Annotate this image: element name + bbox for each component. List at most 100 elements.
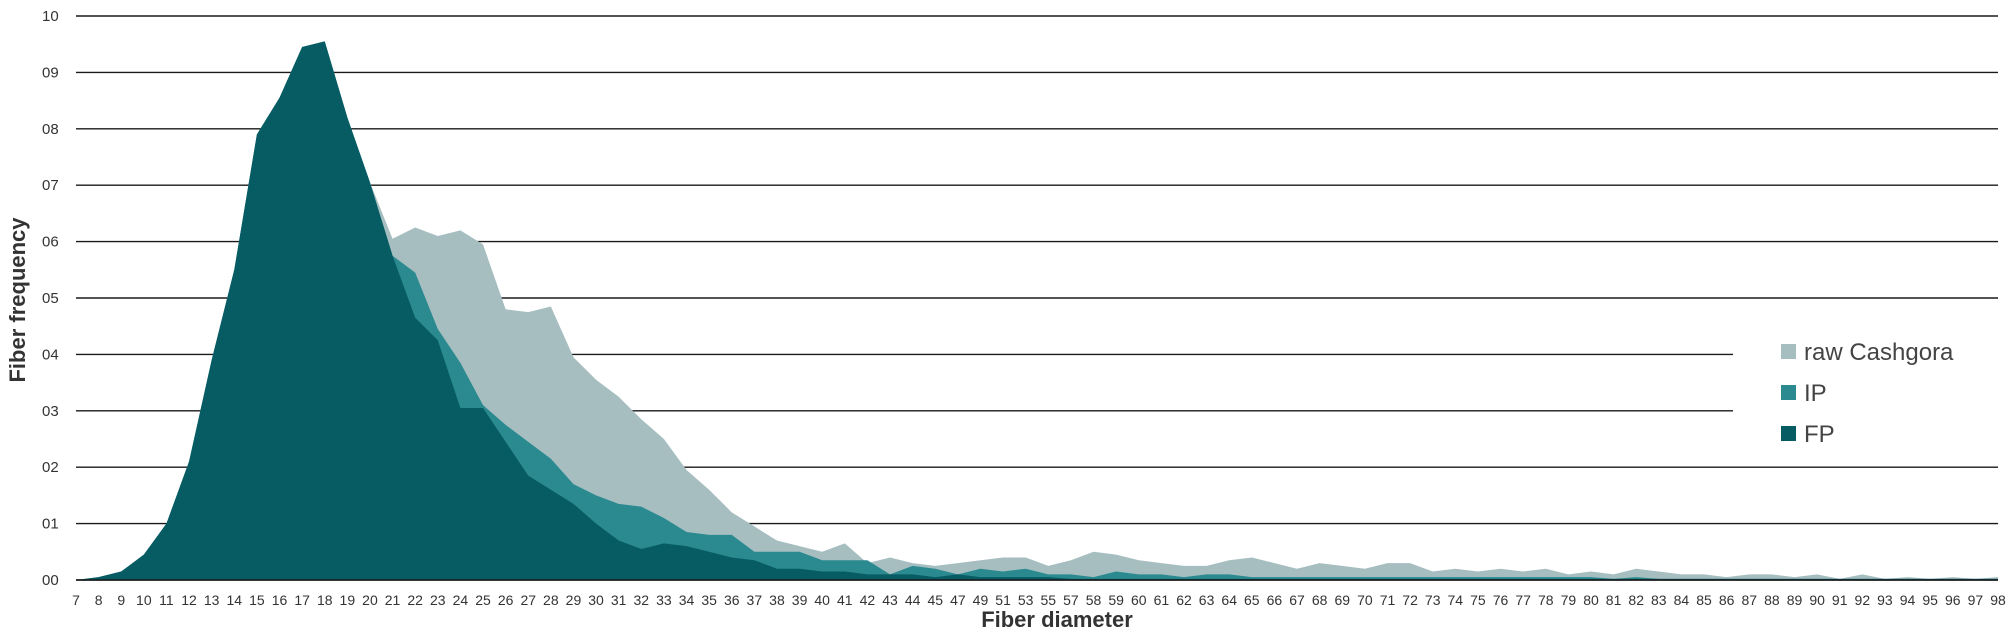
x-tick-label: 82: [1628, 592, 1644, 608]
x-tick-label: 89: [1787, 592, 1803, 608]
x-tick-label: 41: [837, 592, 853, 608]
x-tick-label: 13: [204, 592, 220, 608]
x-tick-label: 69: [1334, 592, 1350, 608]
x-tick-label: 43: [882, 592, 898, 608]
legend-swatch: [1781, 426, 1796, 441]
x-tick-label: 8: [95, 592, 103, 608]
x-tick-label: 80: [1583, 592, 1599, 608]
x-tick-label: 64: [1221, 592, 1237, 608]
y-tick-label: 04: [42, 346, 59, 363]
x-tick-label: 77: [1515, 592, 1531, 608]
x-tick-label: 63: [1199, 592, 1215, 608]
x-tick-label: 61: [1154, 592, 1170, 608]
x-tick-label: 18: [317, 592, 333, 608]
x-axis-ticks: 7 8 9 10 11 12 13 14 15 16 17 18 19 20 21 22 23 24 25 26 27 2…: [72, 592, 2006, 608]
x-tick-label: 60: [1131, 592, 1147, 608]
x-tick-label: 42: [860, 592, 876, 608]
y-tick-label: 09: [42, 64, 59, 81]
area-series: [76, 41, 1998, 581]
x-tick-label: 23: [430, 592, 446, 608]
x-tick-label: 20: [362, 592, 378, 608]
x-tick-label: 16: [272, 592, 288, 608]
x-tick-label: 71: [1380, 592, 1396, 608]
x-tick-label: 38: [769, 592, 785, 608]
x-tick-label: 17: [294, 592, 310, 608]
x-tick-label: 83: [1651, 592, 1667, 608]
x-tick-label: 7: [72, 592, 80, 608]
legend-swatch: [1781, 344, 1796, 359]
x-tick-label: 24: [453, 592, 469, 608]
x-tick-label: 92: [1855, 592, 1871, 608]
x-tick-label: 96: [1945, 592, 1961, 608]
x-tick-label: 81: [1606, 592, 1622, 608]
x-tick-label: 14: [226, 592, 242, 608]
x-tick-label: 29: [566, 592, 582, 608]
y-tick-label: 07: [42, 177, 59, 194]
x-tick-label: 36: [724, 592, 740, 608]
x-tick-label: 21: [385, 592, 401, 608]
x-tick-label: 45: [927, 592, 943, 608]
x-tick-label: 97: [1968, 592, 1984, 608]
y-tick-label: 06: [42, 234, 59, 251]
x-tick-label: 31: [611, 592, 627, 608]
x-tick-label: 55: [1041, 592, 1057, 608]
y-tick-label: 00: [42, 572, 59, 589]
x-tick-label: 22: [407, 592, 423, 608]
x-tick-label: 66: [1267, 592, 1283, 608]
x-tick-label: 98: [1990, 592, 2006, 608]
legend-label: raw Cashgora: [1804, 339, 1954, 366]
x-tick-label: 25: [475, 592, 491, 608]
x-tick-label: 15: [249, 592, 265, 608]
x-tick-label: 37: [747, 592, 763, 608]
x-tick-label: 10: [136, 592, 152, 608]
x-tick-label: 57: [1063, 592, 1079, 608]
x-tick-label: 9: [117, 592, 125, 608]
x-tick-label: 86: [1719, 592, 1735, 608]
y-tick-label: 05: [42, 290, 59, 307]
x-tick-label: 95: [1922, 592, 1938, 608]
x-tick-label: 49: [973, 592, 989, 608]
y-tick-label: 08: [42, 121, 59, 138]
y-tick-label: 01: [42, 516, 59, 533]
x-tick-label: 27: [520, 592, 536, 608]
y-axis-ticks: 00 01 02 03 04 05 06 07 08 09 10: [42, 8, 59, 589]
x-tick-label: 84: [1674, 592, 1690, 608]
x-tick-label: 34: [679, 592, 695, 608]
x-tick-label: 90: [1809, 592, 1825, 608]
x-tick-label: 58: [1086, 592, 1102, 608]
x-tick-label: 72: [1402, 592, 1418, 608]
x-tick-label: 73: [1425, 592, 1441, 608]
x-tick-label: 93: [1877, 592, 1893, 608]
x-tick-label: 85: [1696, 592, 1712, 608]
legend-label: FP: [1804, 421, 1835, 448]
legend: raw Cashgora IP FP: [1781, 339, 1954, 448]
x-tick-label: 53: [1018, 592, 1034, 608]
x-tick-label: 39: [792, 592, 808, 608]
y-tick-label: 10: [42, 8, 59, 25]
x-tick-label: 33: [656, 592, 672, 608]
x-tick-label: 91: [1832, 592, 1848, 608]
area-fp: [76, 41, 1998, 580]
x-tick-label: 12: [181, 592, 197, 608]
x-tick-label: 47: [950, 592, 966, 608]
x-tick-label: 30: [588, 592, 604, 608]
x-tick-label: 59: [1108, 592, 1124, 608]
x-tick-label: 79: [1561, 592, 1577, 608]
x-tick-label: 26: [498, 592, 514, 608]
y-tick-label: 03: [42, 403, 59, 420]
x-tick-label: 28: [543, 592, 559, 608]
x-tick-label: 70: [1357, 592, 1373, 608]
x-tick-label: 19: [340, 592, 356, 608]
x-tick-label: 32: [634, 592, 650, 608]
x-tick-label: 87: [1741, 592, 1757, 608]
legend-label: IP: [1804, 380, 1827, 407]
x-tick-label: 40: [814, 592, 830, 608]
x-tick-label: 74: [1448, 592, 1464, 608]
x-tick-label: 88: [1764, 592, 1780, 608]
x-tick-label: 11: [159, 592, 174, 608]
x-tick-label: 75: [1470, 592, 1486, 608]
x-tick-label: 67: [1289, 592, 1305, 608]
x-tick-label: 78: [1538, 592, 1554, 608]
x-tick-label: 94: [1900, 592, 1916, 608]
legend-swatch: [1781, 385, 1796, 400]
